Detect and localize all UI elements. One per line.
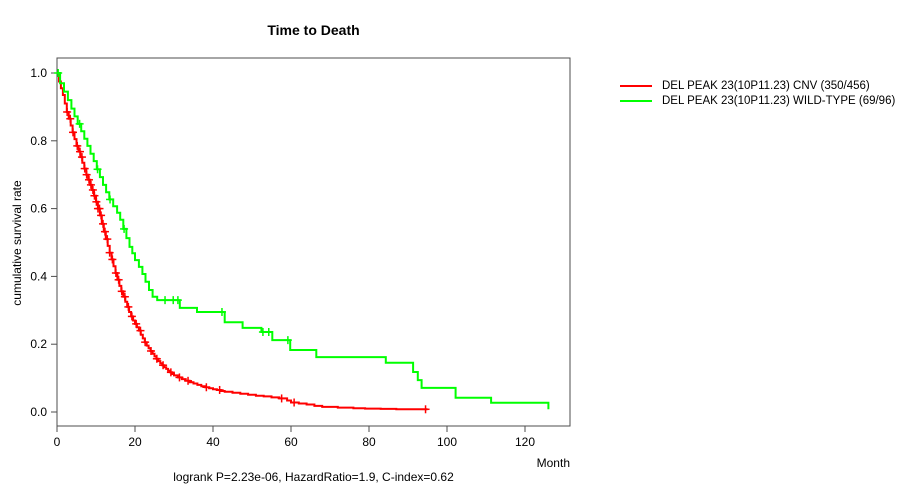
chart-title: Time to Death — [267, 22, 360, 38]
legend-line-green — [620, 99, 652, 102]
x-tick-label: 0 — [54, 435, 61, 449]
x-axis-label: Month — [536, 456, 570, 470]
legend-item-cnv: DEL PEAK 23(10P11.23) CNV (350/456) — [620, 78, 895, 93]
legend-label-wildtype: DEL PEAK 23(10P11.23) WILD-TYPE (69/96) — [662, 94, 896, 107]
x-tick-label: 20 — [128, 435, 142, 449]
x-tick-label: 60 — [284, 435, 298, 449]
survival-curve-cnv — [57, 72, 428, 411]
x-tick-label: 40 — [206, 435, 220, 449]
y-tick-label: 0.0 — [30, 405, 47, 419]
y-tick-label: 1.0 — [30, 66, 47, 80]
legend-line-red — [620, 84, 652, 87]
y-axis-label: cumulative survival rate — [10, 180, 24, 306]
y-tick-label: 0.6 — [30, 202, 47, 216]
legend: DEL PEAK 23(10P11.23) CNV (350/456) DEL … — [620, 78, 895, 108]
survival-curve-wildtype — [57, 72, 550, 410]
statistics-caption: logrank P=2.23e-06, HazardRatio=1.9, C-i… — [173, 470, 454, 484]
x-tick-label: 120 — [515, 435, 535, 449]
y-tick-label: 0.8 — [30, 134, 47, 148]
plot-border — [56, 57, 571, 427]
y-tick-label: 0.2 — [30, 337, 47, 351]
legend-label-cnv: DEL PEAK 23(10P11.23) CNV (350/456) — [662, 79, 870, 92]
x-tick-label: 100 — [437, 435, 457, 449]
x-tick-label: 80 — [362, 435, 376, 449]
legend-item-wildtype: DEL PEAK 23(10P11.23) WILD-TYPE (69/96) — [620, 93, 895, 108]
y-tick-label: 0.4 — [30, 269, 47, 283]
